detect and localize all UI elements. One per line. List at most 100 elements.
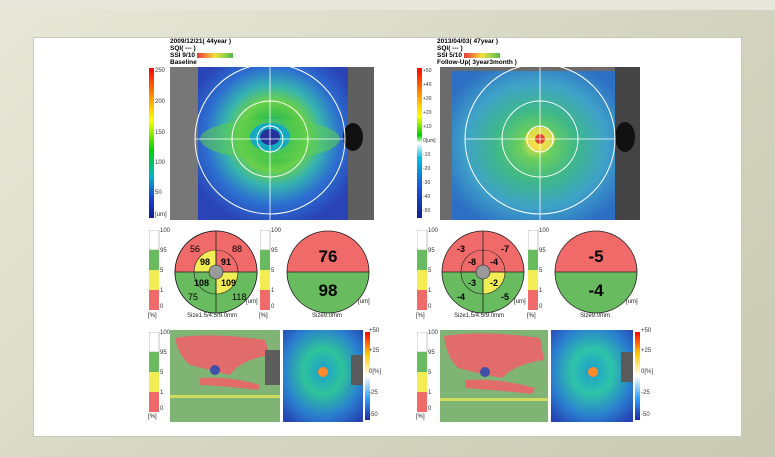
right-significance-map	[440, 330, 548, 422]
left-tick: 150	[155, 130, 166, 136]
left-dev-tick: -25	[369, 390, 378, 396]
right-etdrs-val: -7	[501, 244, 509, 254]
right-pct-tick: 95	[539, 248, 546, 254]
right-pct-tick: 95	[428, 248, 435, 254]
left-percent-legend	[149, 230, 160, 310]
left-pct-tick: 95	[160, 350, 167, 356]
right-tick: +10	[423, 124, 432, 130]
left-etdrs-chart: 56 88 98 91 108 109 75 118	[174, 230, 258, 314]
right-pct-tick: 1	[539, 288, 543, 294]
left-dev-tick: +50	[369, 328, 380, 334]
left-etdrs-unit: [um]	[246, 299, 258, 305]
left-ssi-row: SSI 9/10	[170, 52, 233, 59]
right-ssi-bar	[463, 52, 500, 58]
left-inferior-average: 98	[319, 281, 338, 300]
right-superior-average: -5	[588, 247, 603, 266]
left-etdrs-val: 118	[232, 292, 246, 302]
left-percent-ticks: 100 95 5 1 0	[160, 228, 174, 318]
right-etdrs-caption: Size1.5/4.5/9.0mm	[454, 313, 505, 319]
left-pct-tick: 5	[271, 268, 275, 274]
left-etdrs-val: 109	[221, 278, 236, 288]
left-dev-tick: -50	[369, 412, 378, 418]
left-half-caption: Size9.0mm	[312, 313, 343, 319]
right-pct-unit-2: [%]	[527, 313, 536, 319]
right-bottom-legend	[417, 332, 428, 412]
right-tick: -50	[423, 208, 431, 214]
right-pct-tick: 95	[428, 350, 435, 356]
right-date: 2013/04/03( 47year )	[437, 38, 499, 45]
right-dev-tick: +50	[641, 328, 652, 334]
right-bottom-ticks: 100 95 5 1 0	[428, 330, 442, 420]
right-tick: -40	[423, 194, 431, 200]
right-tick: +20	[423, 110, 432, 116]
left-header: 2009/12/21( 44year ) SQI( --- ) SSI 9/10…	[170, 38, 233, 66]
left-etdrs-val: 98	[200, 257, 210, 267]
left-label: Baseline	[170, 59, 197, 66]
left-tick: 250	[155, 68, 166, 74]
right-tick: +30	[423, 96, 432, 102]
right-etdrs-val: -3	[468, 278, 476, 288]
left-pct-unit: [%]	[148, 313, 157, 319]
right-pct-tick: 5	[428, 268, 432, 274]
right-tick: -20	[423, 166, 431, 172]
left-tick: 200	[155, 99, 166, 105]
right-etdrs-val: -2	[490, 278, 498, 288]
right-dev-tick: +25	[641, 348, 652, 354]
right-header: 2013/04/03( 47year ) SQI( --- ) SSI 5/10…	[437, 38, 517, 66]
left-percent-ticks-2: 100 95 5 1 0	[271, 228, 285, 318]
right-etdrs-val: -5	[501, 292, 509, 302]
right-scale-ticks: +50 +40 +30 +20 +10 0[um] -10 -20 -30 -4…	[423, 68, 441, 220]
left-ssi: SSI 9/10	[170, 52, 195, 59]
left-pct-tick: 0	[160, 304, 164, 310]
right-pct-tick: 100	[539, 228, 550, 234]
right-half-unit: [um]	[626, 299, 638, 305]
left-ssi-bar	[196, 52, 233, 58]
top-band	[0, 0, 775, 10]
left-date: 2009/12/21( 44year )	[170, 38, 232, 45]
left-deviation-ticks: +50 +25 0[%] -25 -50	[369, 328, 389, 420]
left-tick: 50	[155, 190, 162, 196]
right-pct-tick: 0	[539, 304, 543, 310]
left-thickness-scale	[149, 68, 154, 218]
left-pct-tick: 5	[160, 370, 164, 376]
right-dev-tick: -50	[641, 412, 650, 418]
left-etdrs-val: 75	[188, 292, 198, 302]
right-percent-legend	[417, 230, 428, 310]
right-pct-tick: 100	[428, 330, 439, 336]
right-ssi: SSI 5/10	[437, 52, 462, 59]
right-dev-tick: -25	[641, 390, 650, 396]
left-pct-tick: 1	[160, 288, 164, 294]
left-etdrs-val: 91	[221, 257, 231, 267]
left-pct-tick: 100	[271, 228, 282, 234]
right-etdrs-unit: [um]	[514, 299, 526, 305]
right-etdrs-chart: -3 -7 -8 -4 -3 -2 -4 -5	[441, 230, 525, 314]
left-bottom-legend	[149, 332, 160, 412]
right-deviation-map	[551, 330, 633, 422]
right-deviation-scale	[635, 332, 640, 420]
right-pct-tick: 5	[539, 268, 543, 274]
right-percent-ticks-2: 100 95 5 1 0	[539, 228, 553, 318]
right-pct-tick: 0	[428, 304, 432, 310]
right-tick: 0[um]	[423, 138, 436, 144]
left-percent-legend-2	[260, 230, 271, 310]
right-tick: -10	[423, 152, 431, 158]
right-pct-unit: [%]	[416, 313, 425, 319]
left-average-chart: 76 98	[286, 230, 370, 314]
left-deviation-map	[283, 330, 363, 422]
left-dev-tick: 0[%]	[369, 369, 382, 375]
left-etdrs-val: 108	[194, 278, 209, 288]
left-significance-map	[170, 330, 280, 422]
right-sqi: SQI( --- )	[437, 45, 463, 52]
left-scale-ticks: 250 200 150 100 50 [um]	[155, 68, 169, 220]
left-pct-tick: 1	[271, 288, 275, 294]
right-pct-tick: 1	[428, 288, 432, 294]
left-half-unit: [um]	[358, 299, 370, 305]
left-pct-tick: 1	[160, 390, 164, 396]
left-pct-unit-2: [%]	[259, 313, 268, 319]
right-percent-ticks: 100 95 5 1 0	[428, 228, 442, 318]
right-pct-tick: 5	[428, 370, 432, 376]
left-etdrs-caption: Size1.5/4.5/9.0mm	[187, 313, 238, 319]
left-scale-unit: [um]	[155, 212, 167, 218]
right-pct-tick: 1	[428, 390, 432, 396]
left-pct-tick: 95	[160, 248, 167, 254]
